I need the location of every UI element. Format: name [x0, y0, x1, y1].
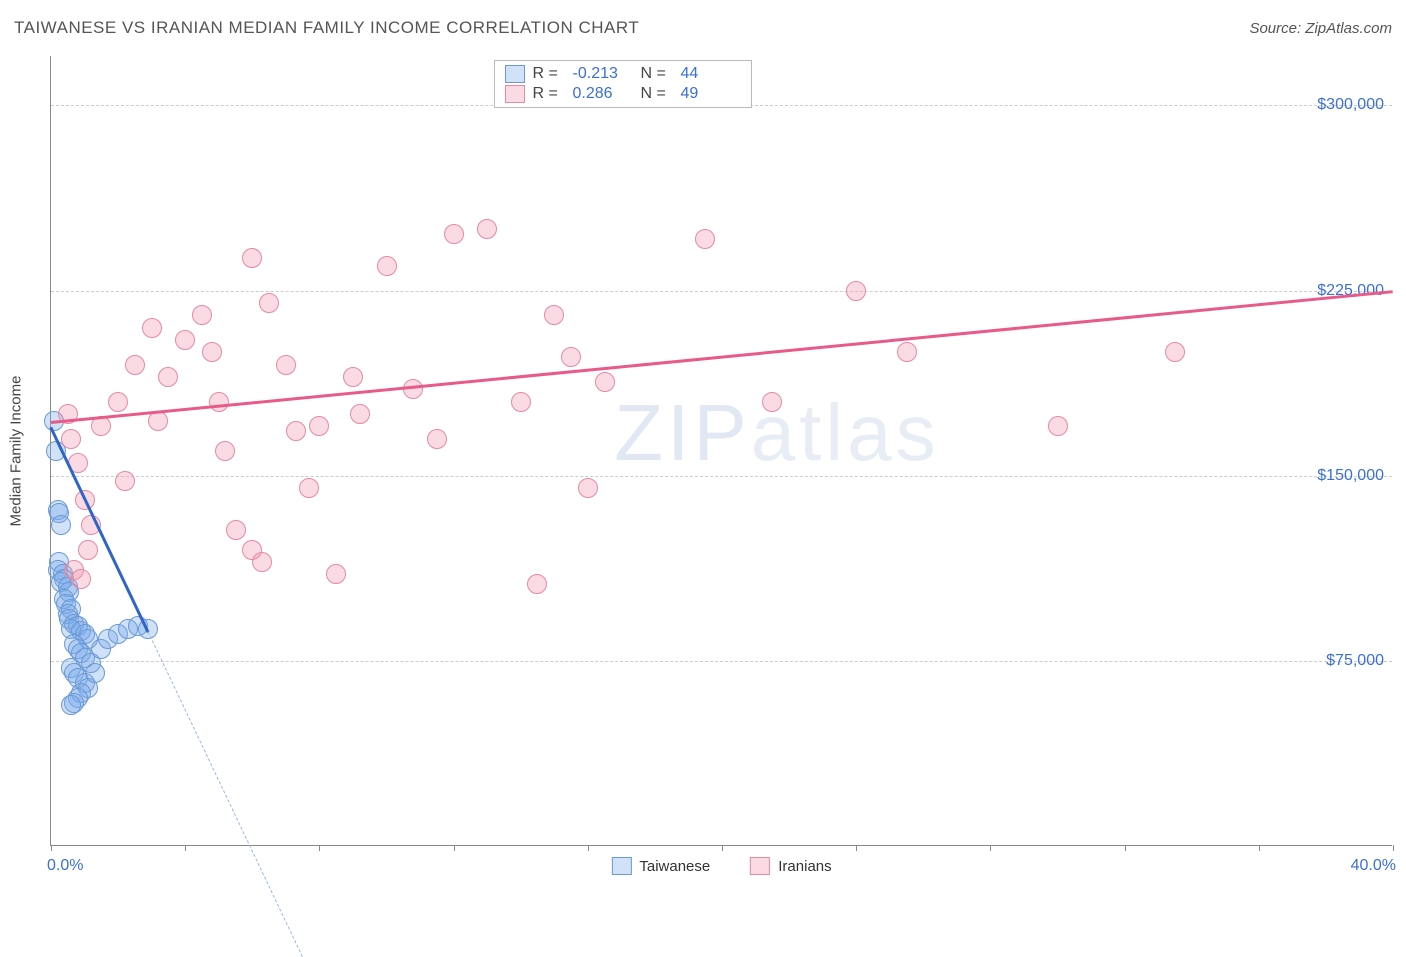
y-tick-label: $300,000: [1317, 96, 1384, 114]
x-tick: [319, 845, 320, 851]
stat-r-value: 0.286: [573, 85, 633, 103]
stat-n-value: 49: [681, 85, 741, 103]
legend-item: Taiwanese: [611, 857, 710, 875]
stats-row: R = 0.286 N = 49: [505, 85, 741, 103]
data-point: [477, 219, 497, 239]
data-point: [403, 379, 423, 399]
legend-swatch: [505, 85, 525, 103]
gridline: [51, 661, 1392, 662]
data-point: [377, 256, 397, 276]
data-point: [299, 478, 319, 498]
x-tick: [185, 845, 186, 851]
stat-label: N =: [641, 85, 673, 103]
data-point: [61, 429, 81, 449]
data-point: [142, 318, 162, 338]
data-point: [527, 574, 547, 594]
data-point: [427, 429, 447, 449]
x-tick: [1259, 845, 1260, 851]
legend-item: Iranians: [750, 857, 831, 875]
x-tick: [990, 845, 991, 851]
x-tick: [1393, 845, 1394, 851]
data-point: [276, 355, 296, 375]
x-tick: [1125, 845, 1126, 851]
data-point: [511, 392, 531, 412]
gridline: [51, 291, 1392, 292]
data-point: [846, 281, 866, 301]
data-point: [91, 416, 111, 436]
data-point: [897, 342, 917, 362]
y-axis-label: Median Family Income: [8, 376, 25, 527]
data-point: [544, 305, 564, 325]
legend-label: Taiwanese: [639, 858, 710, 875]
data-point: [252, 552, 272, 572]
data-point: [695, 229, 715, 249]
data-point: [158, 367, 178, 387]
data-point: [259, 293, 279, 313]
legend-label: Iranians: [778, 858, 831, 875]
stats-row: R = -0.213 N = 44: [505, 65, 741, 83]
data-point: [115, 471, 135, 491]
trend-line-extension: [148, 632, 303, 957]
correlation-stats-box: R = -0.213 N = 44 R = 0.286 N = 49: [494, 60, 752, 108]
data-point: [595, 372, 615, 392]
x-axis-max-label: 40.0%: [1351, 857, 1396, 875]
legend-swatch: [505, 65, 525, 83]
data-point: [78, 540, 98, 560]
stat-label: R =: [533, 85, 565, 103]
x-tick: [588, 845, 589, 851]
data-point: [202, 342, 222, 362]
data-point: [61, 695, 81, 715]
data-point: [51, 515, 71, 535]
gridline: [51, 476, 1392, 477]
data-point: [85, 663, 105, 683]
data-point: [1165, 342, 1185, 362]
legend-swatch: [750, 857, 770, 875]
data-point: [108, 392, 128, 412]
data-point: [762, 392, 782, 412]
y-tick-label: $150,000: [1317, 467, 1384, 485]
data-point: [71, 569, 91, 589]
x-tick: [722, 845, 723, 851]
data-point: [192, 305, 212, 325]
stat-r-value: -0.213: [573, 65, 633, 83]
plot-area: ZIPatlas 0.0% 40.0% TaiwaneseIranians $7…: [50, 56, 1392, 846]
y-tick-label: $75,000: [1326, 652, 1384, 670]
data-point: [343, 367, 363, 387]
data-point: [209, 392, 229, 412]
data-point: [125, 355, 145, 375]
x-tick: [454, 845, 455, 851]
data-point: [350, 404, 370, 424]
data-point: [326, 564, 346, 584]
x-tick: [51, 845, 52, 851]
data-point: [309, 416, 329, 436]
data-point: [444, 224, 464, 244]
legend-swatch: [611, 857, 631, 875]
data-point: [286, 421, 306, 441]
data-point: [226, 520, 246, 540]
chart-title: TAIWANESE VS IRANIAN MEDIAN FAMILY INCOM…: [14, 18, 639, 38]
x-axis-min-label: 0.0%: [47, 857, 83, 875]
trend-line: [51, 291, 1393, 424]
data-point: [1048, 416, 1068, 436]
scatter-chart: Median Family Income ZIPatlas 0.0% 40.0%…: [50, 56, 1392, 846]
bottom-legend: Taiwanese Iranians: [611, 857, 831, 875]
data-point: [148, 411, 168, 431]
source-attribution: Source: ZipAtlas.com: [1249, 20, 1392, 37]
data-point: [215, 441, 235, 461]
data-point: [242, 248, 262, 268]
data-point: [578, 478, 598, 498]
stat-n-value: 44: [681, 65, 741, 83]
stat-label: N =: [641, 65, 673, 83]
data-point: [175, 330, 195, 350]
x-tick: [856, 845, 857, 851]
data-point: [561, 347, 581, 367]
stat-label: R =: [533, 65, 565, 83]
